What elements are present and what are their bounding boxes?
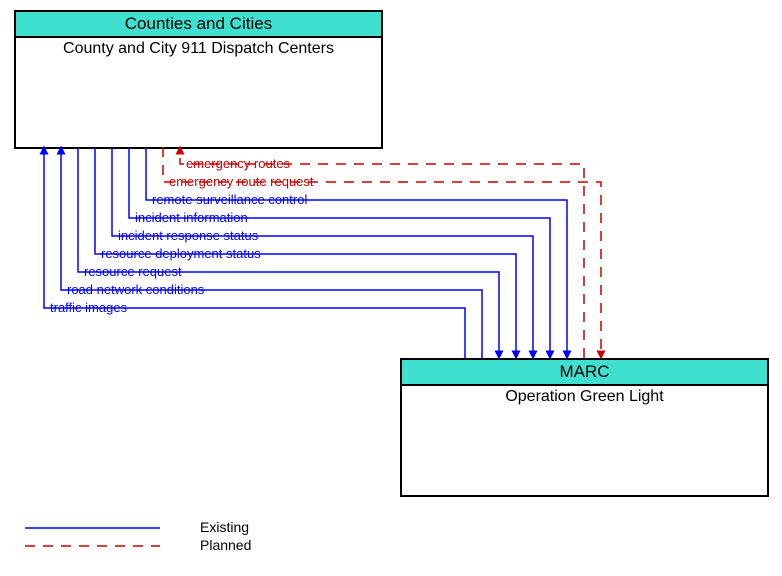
flow-label: remote surveillance control [152, 192, 307, 207]
flow-label: emergency route request [169, 174, 314, 189]
flow-label: incident information [135, 210, 248, 225]
node-bottom-body: Operation Green Light [402, 386, 767, 408]
flow-label: incident response status [118, 228, 258, 243]
flow-label: emergency routes [186, 156, 290, 171]
node-marc: MARC Operation Green Light [400, 358, 769, 497]
flow-label: resource deployment status [101, 246, 261, 261]
legend-planned: Planned [200, 537, 251, 553]
node-bottom-header: MARC [402, 360, 767, 386]
flow-label: road network conditions [67, 282, 204, 297]
legend-existing: Existing [200, 519, 249, 535]
flow-label: resource request [84, 264, 182, 279]
node-top-body: County and City 911 Dispatch Centers [16, 38, 381, 60]
flow-label: traffic images [50, 300, 127, 315]
node-counties-cities: Counties and Cities County and City 911 … [14, 10, 383, 149]
node-top-header: Counties and Cities [16, 12, 381, 38]
